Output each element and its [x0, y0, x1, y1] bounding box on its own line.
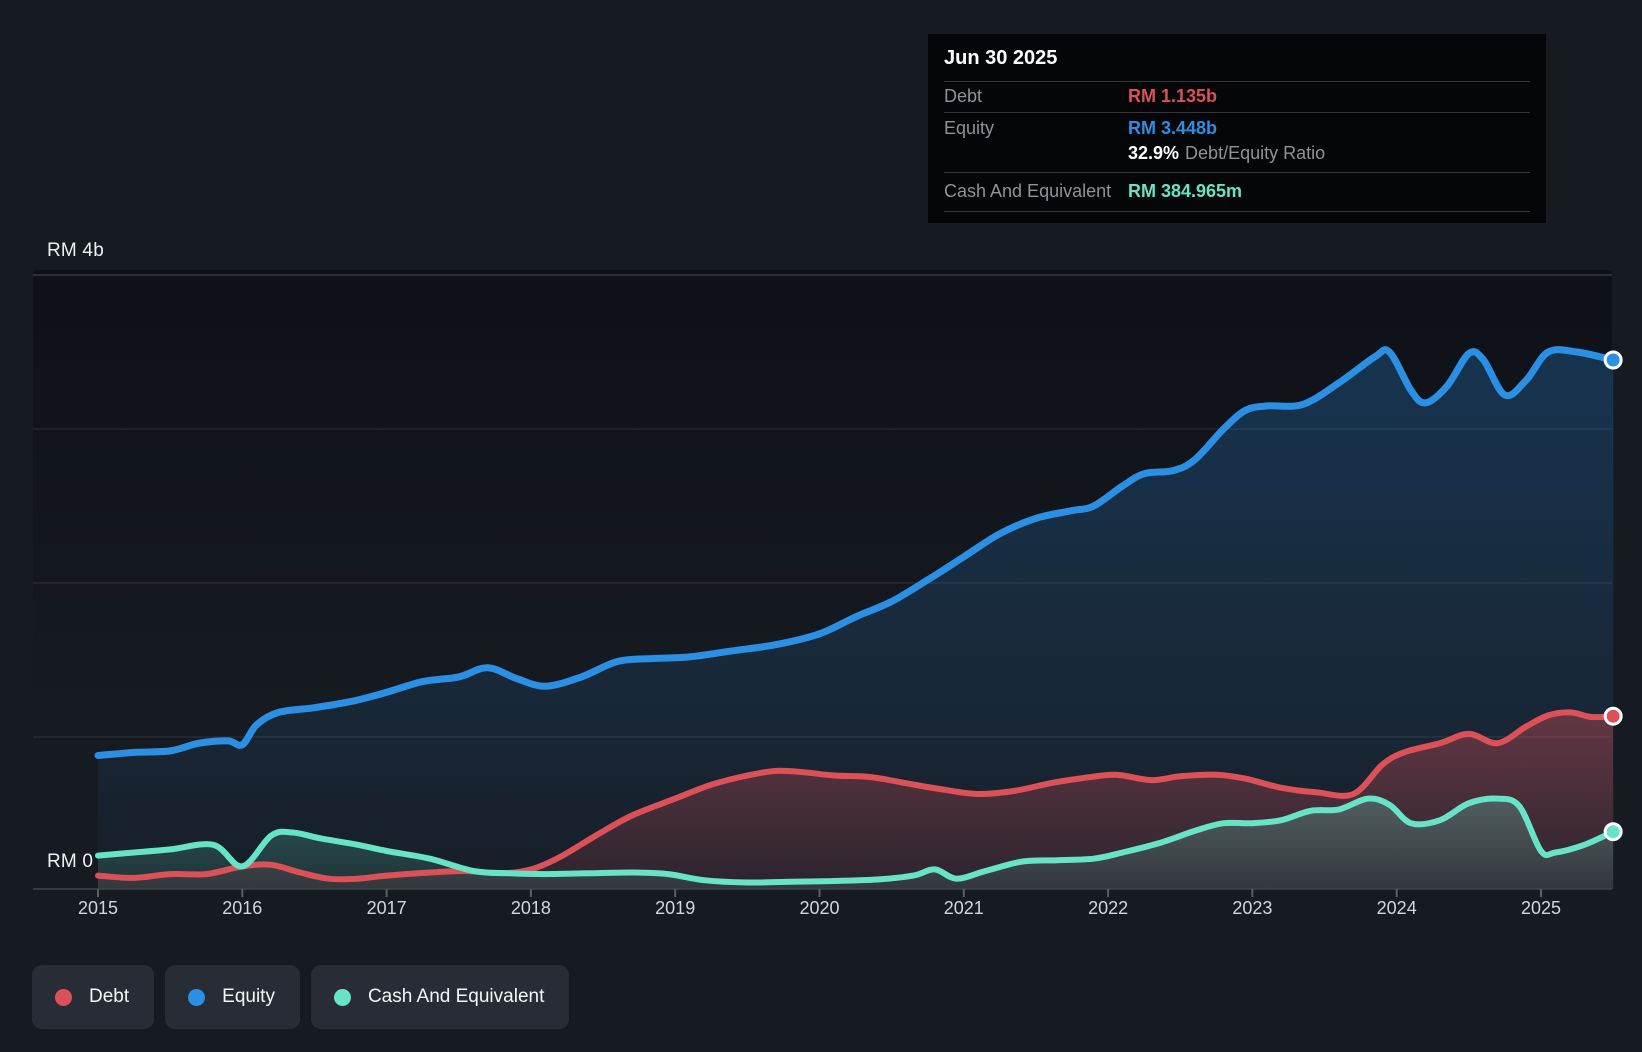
debt-line — [95, 709, 1617, 883]
tooltip-equity-label: Equity — [944, 118, 995, 138]
legend-cash-label: Cash And Equivalent — [367, 986, 545, 1007]
tooltip-debt-label: Debt — [944, 86, 983, 106]
tooltip-ratio-label: Debt/Equity Ratio — [1185, 143, 1326, 163]
x-axis-label-2025: 2025 — [1520, 898, 1562, 918]
x-axis-label-2023: 2023 — [1232, 898, 1273, 918]
tooltip-cash-value: RM 384.965m — [1128, 181, 1243, 201]
x-axis-label-2020: 2020 — [799, 898, 840, 918]
x-axis-label-2022: 2022 — [1088, 898, 1129, 918]
x-axis-label-2019: 2019 — [655, 898, 696, 918]
cash-and-equivalent-line — [95, 795, 1617, 886]
tooltip-date: Jun 30 2025 — [944, 34, 1530, 82]
x-axis-label-2016: 2016 — [222, 898, 263, 918]
y-axis-label-zero: RM 0 — [47, 851, 94, 872]
cash-series-dot-icon — [333, 988, 351, 1006]
legend-debt-label: Debt — [89, 986, 130, 1007]
tooltip-row-debt: Debt RM 1.135b — [944, 82, 1530, 113]
legend-item-debt[interactable]: Debt — [32, 965, 155, 1029]
debt-endpoint-marker — [1603, 706, 1623, 726]
x-axis-label-2024: 2024 — [1376, 898, 1417, 918]
legend-equity-label: Equity — [222, 986, 275, 1007]
legend-item-equity[interactable]: Equity — [165, 965, 300, 1029]
chart-legend: Debt Equity Cash And Equivalent — [32, 965, 570, 1029]
equity-endpoint-marker — [1603, 350, 1623, 370]
cash-and-equivalent-endpoint-marker — [1603, 822, 1623, 842]
x-axis-label-2017: 2017 — [366, 898, 407, 918]
legend-item-cash[interactable]: Cash And Equivalent — [310, 965, 570, 1029]
y-axis-label-top: RM 4b — [47, 240, 104, 261]
tooltip-equity-value: RM 3.448b — [1128, 118, 1218, 138]
debt-series-dot-icon — [55, 988, 72, 1006]
x-axis-label-2015: 2015 — [77, 898, 119, 918]
tooltip-debt-value: RM 1.135b — [1128, 86, 1218, 106]
tooltip-row-cash: Cash And Equivalent RM 384.965m — [944, 173, 1530, 212]
tooltip-ratio-value: 32.9% — [1128, 143, 1180, 163]
hover-tooltip: Jun 30 2025 Debt RM 1.135b Equity RM 3.4… — [928, 34, 1546, 223]
x-axis-label-2021: 2021 — [943, 898, 984, 918]
tooltip-row-equity: Equity RM 3.448b — [944, 113, 1530, 141]
tooltip-row-ratio: 32.9% Debt/Equity Ratio — [944, 141, 1530, 173]
equity-line — [94, 346, 1617, 759]
x-axis-label-2018: 2018 — [510, 898, 551, 918]
cash-and-equivalent-area — [98, 798, 1614, 889]
equity-series-dot-icon — [188, 988, 206, 1006]
tooltip-ratio: 32.9% Debt/Equity Ratio — [1128, 143, 1325, 164]
tooltip-cash-label: Cash And Equivalent — [944, 181, 1112, 201]
